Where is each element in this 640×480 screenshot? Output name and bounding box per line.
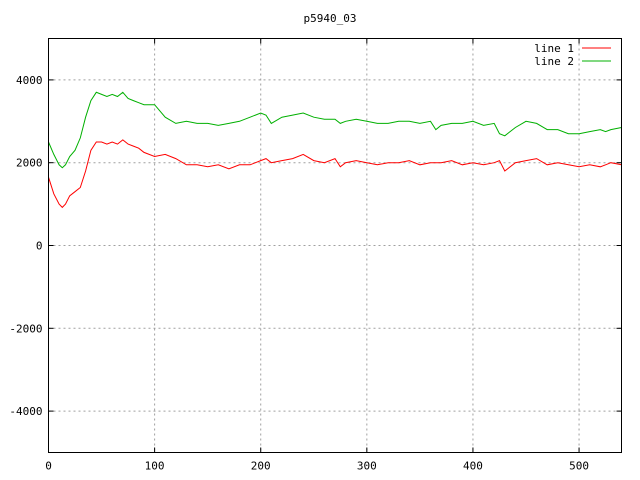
chart-title: p5940_03 — [304, 12, 357, 25]
x-tick-label: 400 — [463, 460, 483, 473]
axes: 0 100 200 300 400 500 -4000 -2000 0 2000 4000 — [9, 38, 622, 473]
series-line-1 — [48, 139, 622, 209]
y-tick-label: 2000 — [16, 157, 43, 170]
legend-label: line 1 — [534, 42, 574, 55]
grid — [48, 38, 622, 453]
plot-frame — [48, 38, 622, 453]
series-lines — [48, 91, 622, 209]
y-tick-label: -4000 — [9, 405, 42, 418]
x-tick-label: 200 — [251, 460, 271, 473]
y-tick-label: -2000 — [9, 322, 42, 335]
x-tick-label: 0 — [45, 460, 52, 473]
series-line-2 — [48, 91, 622, 169]
x-tick-label: 100 — [145, 460, 165, 473]
x-tick-label: 500 — [569, 460, 589, 473]
y-tick-label: 4000 — [16, 74, 43, 87]
legend-label: line 2 — [534, 55, 574, 68]
y-tick-label: 0 — [36, 240, 43, 253]
x-tick-label: 300 — [357, 460, 377, 473]
